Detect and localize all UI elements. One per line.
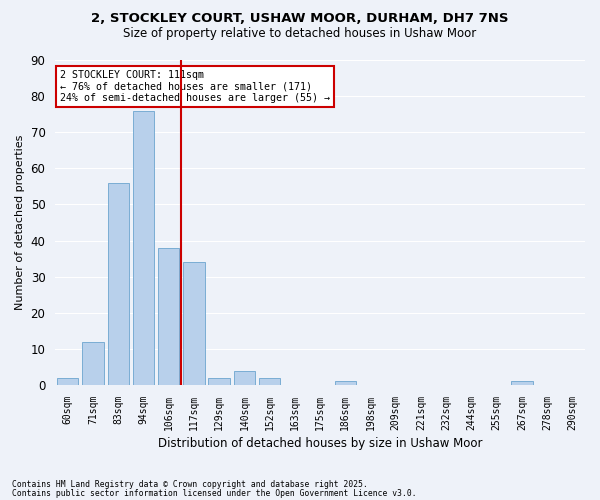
Bar <box>57 378 79 385</box>
Text: 2, STOCKLEY COURT, USHAW MOOR, DURHAM, DH7 7NS: 2, STOCKLEY COURT, USHAW MOOR, DURHAM, D… <box>91 12 509 26</box>
Text: Size of property relative to detached houses in Ushaw Moor: Size of property relative to detached ho… <box>124 28 476 40</box>
Bar <box>233 370 255 385</box>
Y-axis label: Number of detached properties: Number of detached properties <box>15 135 25 310</box>
X-axis label: Distribution of detached houses by size in Ushaw Moor: Distribution of detached houses by size … <box>158 437 482 450</box>
Text: Contains public sector information licensed under the Open Government Licence v3: Contains public sector information licen… <box>12 488 416 498</box>
Bar <box>259 378 280 385</box>
Bar <box>133 110 154 385</box>
Bar <box>82 342 104 385</box>
Bar <box>183 262 205 385</box>
Text: Contains HM Land Registry data © Crown copyright and database right 2025.: Contains HM Land Registry data © Crown c… <box>12 480 368 489</box>
Bar <box>511 382 533 385</box>
Bar <box>208 378 230 385</box>
Bar <box>158 248 179 385</box>
Bar <box>335 382 356 385</box>
Bar <box>107 183 129 385</box>
Text: 2 STOCKLEY COURT: 111sqm
← 76% of detached houses are smaller (171)
24% of semi-: 2 STOCKLEY COURT: 111sqm ← 76% of detach… <box>61 70 331 103</box>
